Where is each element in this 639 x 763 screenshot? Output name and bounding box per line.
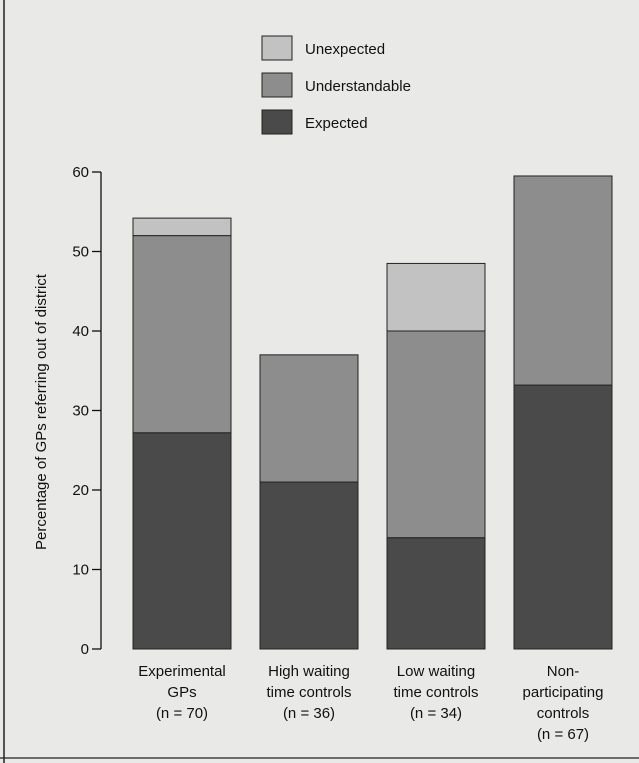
y-tick-label: 50 (72, 244, 89, 261)
legend-label-unexpected: Unexpected (305, 41, 385, 58)
bar-segment-unexpected (132, 217, 232, 237)
bar-segment-expected (259, 481, 359, 650)
bar-segment-understandable (386, 330, 486, 539)
bar-segment-expected (513, 384, 613, 650)
legend: Unexpected Understandable Expected (261, 35, 411, 135)
bar-segment-expected (132, 432, 232, 650)
bar-segment-expected (386, 537, 486, 650)
category-label: (n = 36) (283, 705, 335, 722)
category-label: participating (523, 684, 604, 701)
category-label: (n = 34) (410, 705, 462, 722)
category-label: controls (537, 705, 590, 722)
bar-segment-unexpected (386, 262, 486, 332)
bars (132, 175, 613, 650)
legend-label-understandable: Understandable (305, 78, 411, 95)
legend-swatch-expected (261, 109, 293, 135)
y-tick-label: 60 (72, 164, 89, 181)
y-tick-label: 10 (72, 562, 89, 579)
category-label: Low waiting (397, 663, 475, 680)
legend-swatch-understandable (261, 72, 293, 98)
y-tick-label: 40 (72, 323, 89, 340)
category-label: GPs (167, 684, 196, 701)
category-label: High waiting (268, 663, 350, 680)
category-label: (n = 67) (537, 726, 589, 743)
category-labels: Experimental GPs (n = 70) High waiting time … (138, 663, 603, 743)
category-label: (n = 70) (156, 705, 208, 722)
y-axis-title: Percentage of GPs referring out of distr… (33, 273, 50, 550)
category-label: Experimental (138, 663, 226, 680)
legend-swatch-unexpected (261, 35, 293, 61)
y-ticks: 0 10 20 30 40 50 60 (72, 164, 101, 658)
category-label: Non- (547, 663, 580, 680)
bar-segment-understandable (513, 175, 613, 386)
y-tick-label: 20 (72, 482, 89, 499)
category-label: time controls (266, 684, 351, 701)
y-tick-label: 0 (81, 641, 89, 658)
category-label: time controls (393, 684, 478, 701)
legend-label-expected: Expected (305, 115, 368, 132)
bar-segment-understandable (259, 354, 359, 483)
bar-segment-understandable (132, 235, 232, 434)
y-tick-label: 30 (72, 403, 89, 420)
